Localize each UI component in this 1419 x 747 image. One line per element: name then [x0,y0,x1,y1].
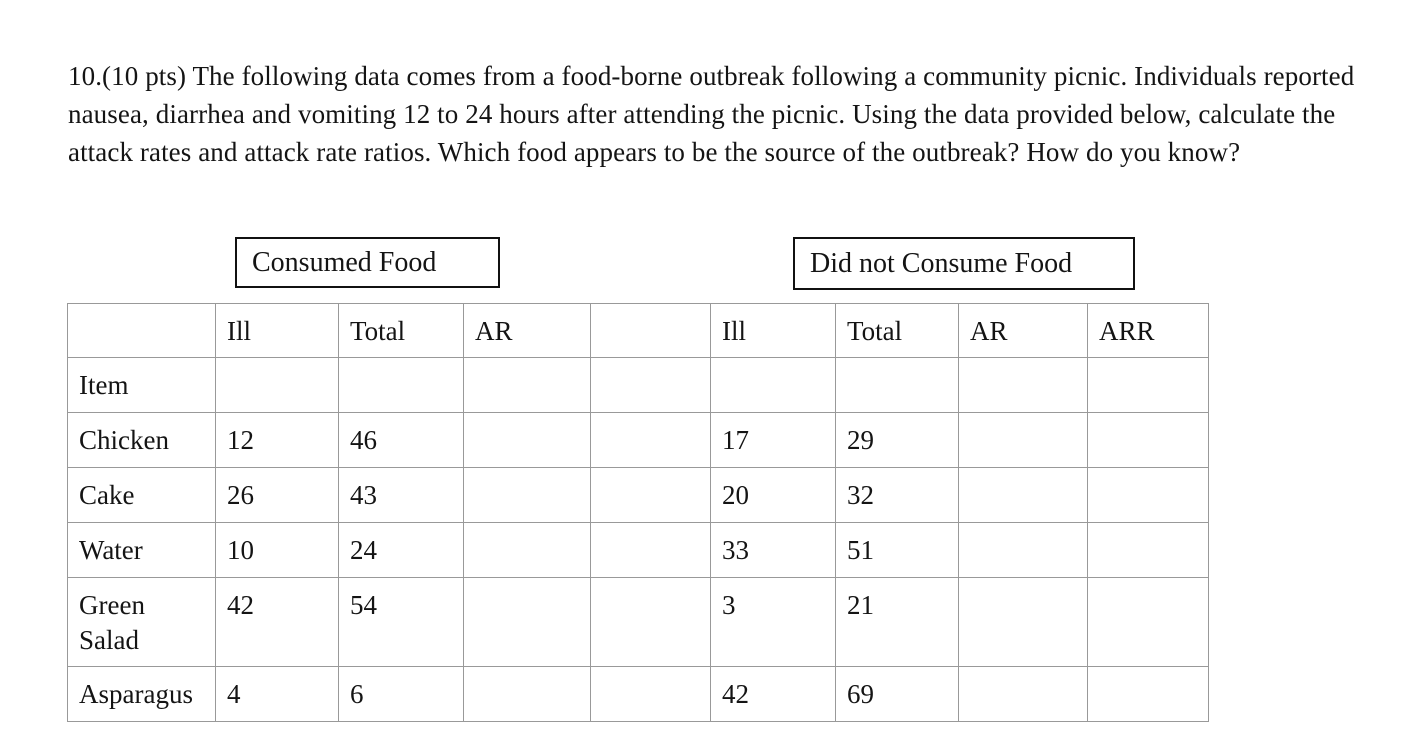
table-cell: 3 [710,577,836,667]
consumed-food-label: Consumed Food [252,246,437,278]
table-cell [958,577,1088,667]
header-consumed-ar: AR [463,303,591,358]
table-cell [463,577,591,667]
item-label-row: Item [67,357,1209,413]
header-notconsumed-ill: Ill [710,303,836,358]
table-cell [590,467,711,523]
table-cell: 24 [338,522,464,578]
table-cell: 33 [710,522,836,578]
header-consumed-total: Total [338,303,464,358]
table-cell [463,666,591,722]
table-cell: 17 [710,412,836,468]
table-cell [463,357,591,413]
table-cell [1087,522,1209,578]
table-cell [463,412,591,468]
item-label-cell: Item [67,357,216,413]
header-notconsumed-total: Total [835,303,959,358]
table-cell: 46 [338,412,464,468]
table-row-asparagus: Asparagus 4 6 42 69 [67,666,1209,722]
table-cell [1087,467,1209,523]
table-cell [463,522,591,578]
table-cell: 43 [338,467,464,523]
table-cell [958,522,1088,578]
table-cell: 26 [215,467,339,523]
table-cell [590,522,711,578]
table-cell [590,412,711,468]
table-cell [590,577,711,667]
header-spacer [590,303,711,358]
table-cell [1087,357,1209,413]
table-row-green-salad: Green Salad 42 54 3 21 [67,577,1209,667]
question-text: 10.(10 pts) The following data comes fro… [68,61,1355,167]
table-cell [215,357,339,413]
header-arr: ARR [1087,303,1209,358]
consumed-food-label-box: Consumed Food [235,237,500,288]
table-cell [958,412,1088,468]
table-cell: 10 [215,522,339,578]
table-cell [958,666,1088,722]
table-cell: 69 [835,666,959,722]
table-cell: 51 [835,522,959,578]
header-consumed-ill: Ill [215,303,339,358]
table-cell: 6 [338,666,464,722]
table-cell: 12 [215,412,339,468]
header-notconsumed-ar: AR [958,303,1088,358]
table-cell: 42 [215,577,339,667]
table-cell: 20 [710,467,836,523]
table-cell [710,357,836,413]
header-blank-cell [67,303,216,358]
table-cell [590,666,711,722]
row-label-cake: Cake [67,467,216,523]
table-row-cake: Cake 26 43 20 32 [67,467,1209,523]
row-label-asparagus: Asparagus [67,666,216,722]
table-cell: 32 [835,467,959,523]
row-label-chicken: Chicken [67,412,216,468]
table-cell: 54 [338,577,464,667]
table-cell: 4 [215,666,339,722]
table-cell: 42 [710,666,836,722]
table-cell [1087,577,1209,667]
table-cell [1087,666,1209,722]
table-row-chicken: Chicken 12 46 17 29 [67,412,1209,468]
table-cell [590,357,711,413]
table-header-row: Ill Total AR Ill Total AR ARR [67,303,1209,358]
table-cell [958,357,1088,413]
table-cell: 21 [835,577,959,667]
row-label-water: Water [67,522,216,578]
attack-rate-table: Ill Total AR Ill Total AR ARR Item [67,303,1209,722]
table-cell: 29 [835,412,959,468]
table-cell [958,467,1088,523]
table-cell [338,357,464,413]
table-cell [463,467,591,523]
table-cell [835,357,959,413]
did-not-consume-food-label-box: Did not Consume Food [793,237,1135,290]
table-row-water: Water 10 24 33 51 [67,522,1209,578]
table-cell [1087,412,1209,468]
did-not-consume-food-label: Did not Consume Food [810,247,1073,279]
row-label-green-salad: Green Salad [67,577,216,667]
